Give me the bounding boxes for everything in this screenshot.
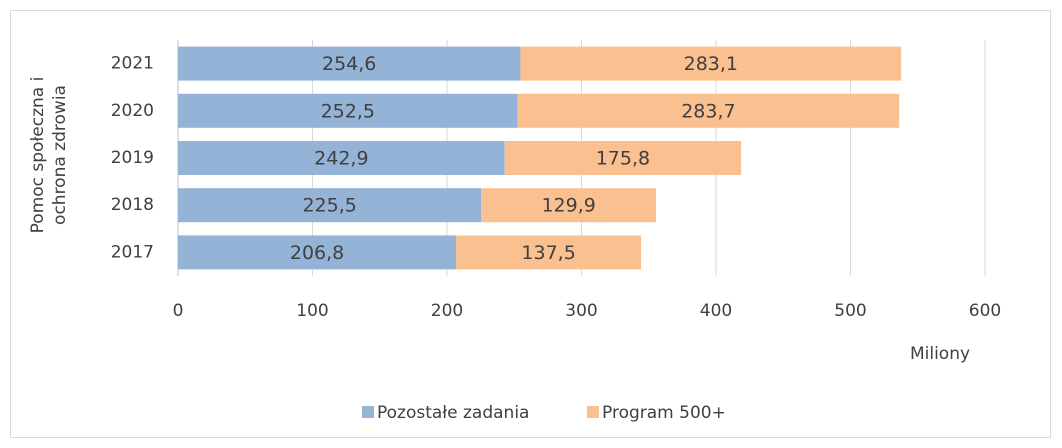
x-tick-label: 400 [700, 301, 732, 321]
data-label: 254,6 [322, 53, 376, 75]
chart-frame [10, 10, 1051, 438]
x-tick-label: 200 [431, 301, 463, 321]
data-label: 283,1 [684, 53, 738, 75]
bar [178, 235, 457, 270]
data-label: 129,9 [541, 195, 595, 217]
bar [517, 93, 900, 128]
bar [178, 46, 521, 81]
data-label: 252,5 [321, 100, 375, 122]
x-tick-label: 0 [173, 301, 184, 321]
y-tick-label: 2020 [111, 101, 154, 121]
data-label: 175,8 [596, 148, 650, 170]
legend-swatch [587, 406, 599, 418]
data-label: 137,5 [521, 242, 575, 264]
x-tick-label: 500 [834, 301, 866, 321]
legend-label: Pozostałe zadania [377, 403, 529, 423]
bar [456, 235, 642, 270]
bar [178, 141, 505, 175]
data-label: 242,9 [314, 148, 368, 170]
x-tick-label: 300 [565, 301, 597, 321]
bar [178, 188, 482, 223]
bar [504, 141, 742, 175]
y-axis-title: ochrona zdrowia [50, 85, 70, 225]
bar [481, 188, 657, 223]
y-axis-title: Pomoc społeczna i [28, 77, 48, 234]
x-tick-label: 100 [296, 301, 328, 321]
x-tick-label: 600 [969, 301, 1001, 321]
data-label: 206,8 [290, 242, 344, 264]
bar [520, 46, 902, 81]
bar [178, 93, 518, 128]
y-tick-label: 2017 [111, 242, 154, 262]
data-label: 283,7 [681, 100, 735, 122]
data-label: 225,5 [302, 195, 356, 217]
legend-swatch [362, 406, 374, 418]
y-tick-label: 2019 [111, 148, 154, 168]
y-tick-label: 2018 [111, 195, 154, 215]
x-axis-title: Miliony [910, 344, 970, 364]
y-tick-label: 2021 [111, 54, 154, 74]
legend-label: Program 500+ [602, 403, 726, 423]
